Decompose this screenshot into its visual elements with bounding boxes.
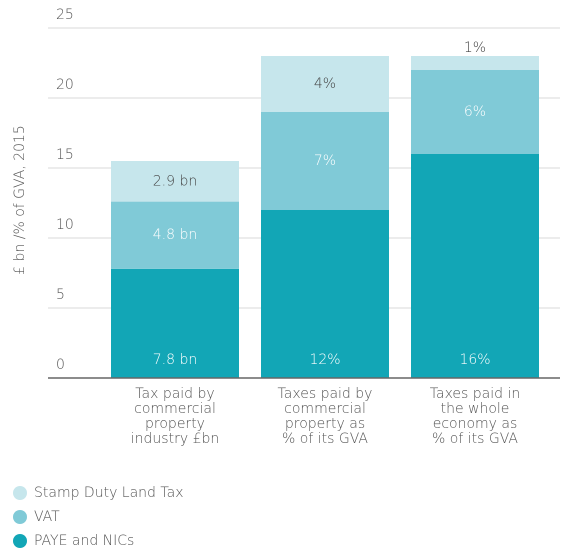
legend-label: VAT [34,509,60,525]
bar-segment [111,268,239,378]
x-tick-label: commercial [134,401,216,417]
x-tick-label: % of its GVA [432,431,518,447]
bar-segment [261,112,389,210]
bar-segment [261,210,389,378]
x-tick-label: economy as [433,416,518,432]
x-tick-label: the whole [441,401,510,417]
y-tick-label: 5 [56,287,65,303]
legend-swatch [13,534,27,548]
bar-segment [261,56,389,112]
y-tick-label: 15 [56,147,74,163]
y-tick-label: 20 [56,77,74,93]
data-label: 6% [464,104,486,120]
x-tick-label: commercial [284,401,366,417]
data-label: 16% [459,352,490,368]
bar-segment [411,70,539,154]
x-tick-label: Tax paid by [135,386,214,402]
data-label: 7% [314,153,336,169]
bar-segment [411,56,539,70]
x-tick-label: Taxes paid by [278,386,373,402]
bar-segment [111,201,239,269]
x-tick-label: % of its GVA [282,431,368,447]
bar-segment [411,154,539,378]
y-axis-label: £ bn /% of GVA, 2015 [12,125,28,275]
legend-swatch [13,510,27,524]
y-tick-label: 0 [56,357,65,373]
legend-label: PAYE and NICs [34,533,134,549]
legend-swatch [13,486,27,500]
y-tick-label: 25 [56,7,74,23]
bar-segment [111,161,239,202]
data-label: 2.9 bn [153,173,197,189]
x-tick-label: property as [285,416,365,432]
x-tick-label: industry £bn [131,431,219,447]
data-label: 4% [314,76,336,92]
data-label: 4.8 bn [153,227,197,243]
x-tick-label: property [145,416,205,432]
y-tick-label: 10 [56,217,74,233]
x-tick-label: Taxes paid in [430,386,520,402]
data-label: 12% [309,352,340,368]
data-label: 1% [464,40,486,56]
data-label: 7.8 bn [153,352,197,368]
legend-label: Stamp Duty Land Tax [34,485,184,501]
